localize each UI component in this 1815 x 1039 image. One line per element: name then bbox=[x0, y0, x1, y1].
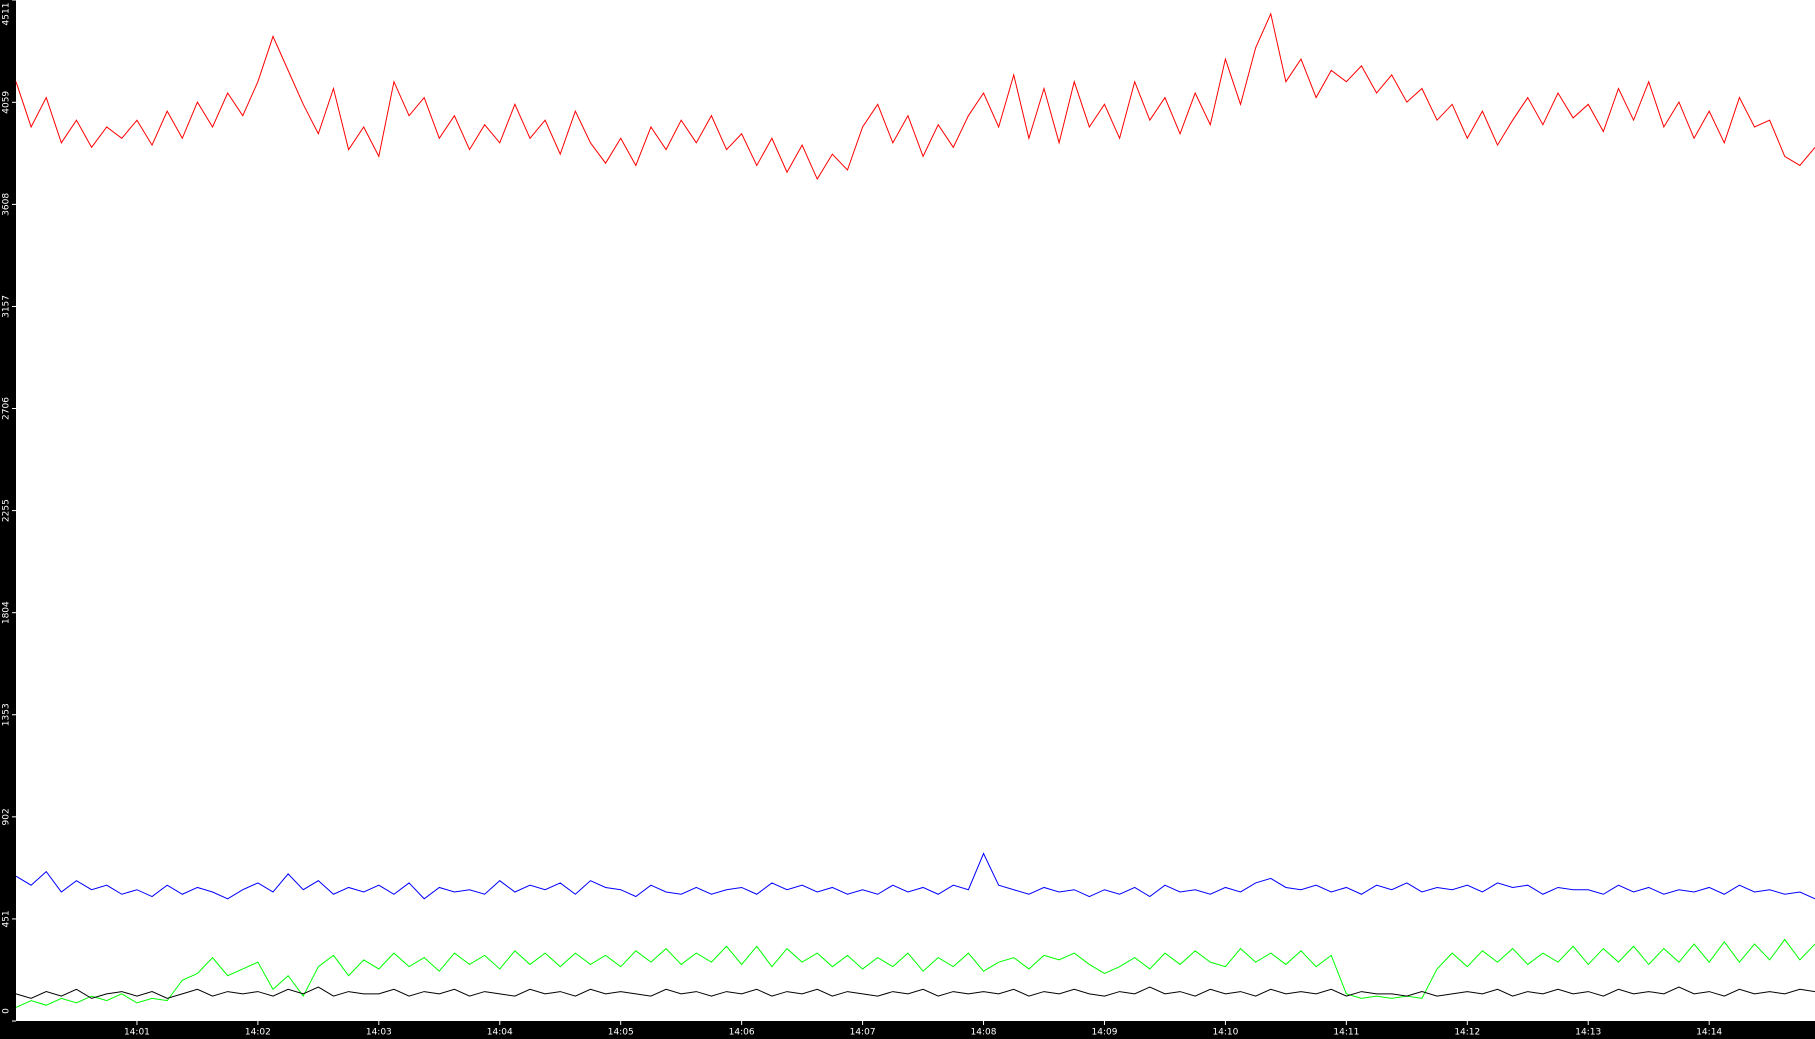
x-tick-label: 14:12 bbox=[1454, 1028, 1480, 1038]
x-tick-label: 14:10 bbox=[1212, 1028, 1238, 1038]
series-line bbox=[15, 12, 1815, 181]
y-tick-label: 3157 bbox=[2, 295, 12, 318]
y-tick-label: 4059 bbox=[2, 91, 12, 114]
y-axis-band bbox=[0, 0, 16, 1039]
y-tick-label: 1353 bbox=[2, 703, 12, 726]
y-tick-label: 0 bbox=[2, 1008, 12, 1014]
x-tick-label: 14:03 bbox=[366, 1028, 392, 1038]
series-line bbox=[15, 852, 1815, 900]
series-line bbox=[15, 938, 1815, 1008]
x-tick-label: 14:14 bbox=[1696, 1028, 1722, 1038]
y-tick-label: 4511 bbox=[2, 3, 12, 26]
series-line bbox=[15, 986, 1815, 999]
x-tick-label: 14:06 bbox=[729, 1028, 755, 1038]
y-tick-label: 902 bbox=[2, 808, 12, 825]
y-tick-label: 451 bbox=[2, 910, 12, 927]
x-tick-label: 14:04 bbox=[487, 1028, 513, 1038]
y-tick-label: 1804 bbox=[2, 601, 12, 624]
x-tick-label: 14:09 bbox=[1092, 1028, 1118, 1038]
x-tick-label: 14:08 bbox=[971, 1028, 997, 1038]
y-tick-label: 3608 bbox=[2, 193, 12, 216]
y-tick-label: 2706 bbox=[2, 397, 12, 420]
x-tick-label: 14:01 bbox=[124, 1028, 150, 1038]
x-tick-label: 14:07 bbox=[850, 1028, 876, 1038]
x-tick-label: 14:13 bbox=[1575, 1028, 1601, 1038]
x-axis-band bbox=[0, 1021, 1815, 1039]
y-tick-label: 2255 bbox=[2, 499, 12, 522]
x-tick-label: 14:02 bbox=[245, 1028, 271, 1038]
x-tick-label: 14:11 bbox=[1333, 1028, 1359, 1038]
x-tick-label: 14:05 bbox=[608, 1028, 634, 1038]
